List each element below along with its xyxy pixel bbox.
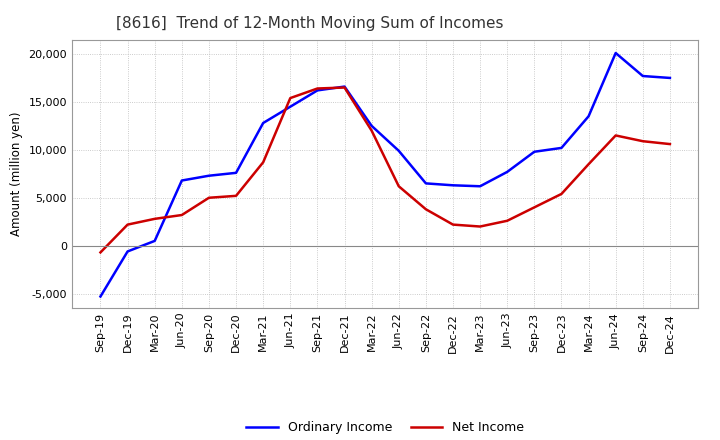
Ordinary Income [584,114,593,119]
Net Income [611,133,620,138]
Net Income [96,250,105,255]
Net Income [449,222,457,227]
Ordinary Income [530,149,539,154]
Ordinary Income [259,121,268,126]
Net Income [286,95,294,101]
Net Income [421,207,430,212]
Ordinary Income [286,104,294,109]
Ordinary Income [503,169,511,175]
Net Income [584,161,593,167]
Ordinary Income [421,181,430,186]
Net Income [557,191,566,197]
Ordinary Income [557,145,566,150]
Ordinary Income [395,148,403,154]
Y-axis label: Amount (million yen): Amount (million yen) [10,112,23,236]
Line: Ordinary Income: Ordinary Income [101,53,670,297]
Ordinary Income [150,238,159,244]
Ordinary Income [367,123,376,128]
Net Income [530,205,539,210]
Ordinary Income [611,50,620,55]
Net Income [259,160,268,165]
Legend: Ordinary Income, Net Income: Ordinary Income, Net Income [241,416,529,439]
Ordinary Income [341,84,349,89]
Net Income [313,86,322,91]
Net Income [204,195,213,200]
Ordinary Income [232,170,240,176]
Ordinary Income [178,178,186,183]
Ordinary Income [313,88,322,93]
Net Income [341,85,349,90]
Ordinary Income [123,249,132,254]
Ordinary Income [96,294,105,299]
Net Income [665,141,674,147]
Ordinary Income [639,73,647,79]
Line: Net Income: Net Income [101,88,670,253]
Net Income [639,139,647,144]
Ordinary Income [204,173,213,178]
Net Income [476,224,485,229]
Net Income [123,222,132,227]
Net Income [150,216,159,221]
Net Income [232,193,240,198]
Ordinary Income [476,183,485,189]
Text: [8616]  Trend of 12-Month Moving Sum of Incomes: [8616] Trend of 12-Month Moving Sum of I… [116,16,503,32]
Net Income [395,183,403,189]
Ordinary Income [665,75,674,81]
Net Income [367,128,376,133]
Ordinary Income [449,183,457,188]
Net Income [503,218,511,224]
Net Income [178,213,186,218]
